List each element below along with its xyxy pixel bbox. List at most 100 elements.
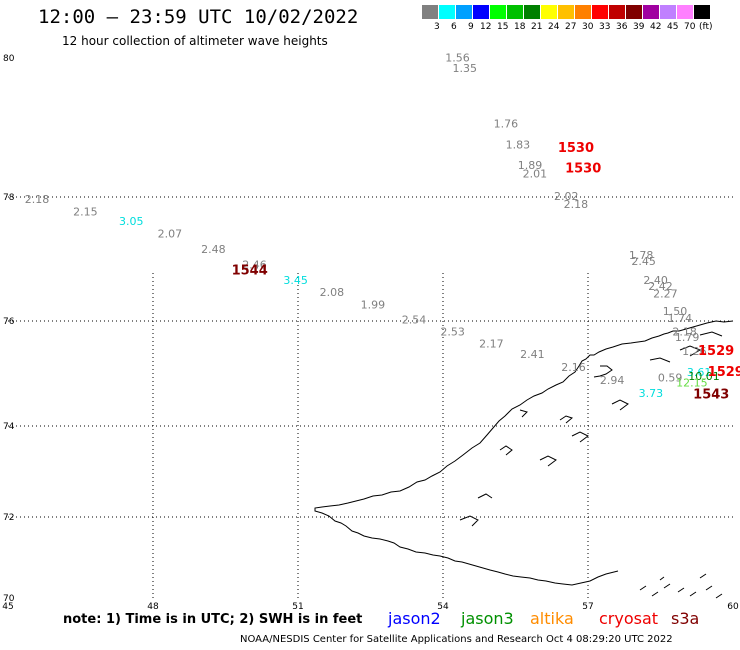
legend-swatch <box>507 5 524 19</box>
legend-label: 70 <box>684 22 696 32</box>
satellite-jason2: jason2 <box>388 609 441 628</box>
legend-label: 9 <box>468 22 474 32</box>
wave-height-value: 1.74 <box>668 312 693 325</box>
wave-height-value: 3.45 <box>283 274 308 287</box>
wave-height-value: 0.59 <box>658 371 683 384</box>
wave-height-value: 3.61 <box>687 366 712 379</box>
wave-height-value: 3.73 <box>639 387 664 400</box>
legend-label: 36 <box>616 22 628 32</box>
wave-height-value: 1.76 <box>494 118 519 131</box>
legend-swatch <box>575 5 592 19</box>
wave-height-value: 2.40 <box>643 274 668 287</box>
legend-label: 39 <box>633 22 645 32</box>
legend-unit: (ft) <box>699 22 713 32</box>
east-fragments <box>639 573 723 599</box>
wave-height-value: 1.89 <box>518 159 543 172</box>
wave-height-value: 2.18 <box>564 198 589 211</box>
lat-tick-label: 76 <box>3 317 15 327</box>
legend-label: 15 <box>497 22 509 32</box>
wave-height-value: 2.07 <box>158 227 183 240</box>
legend-label: 18 <box>514 22 526 32</box>
wave-height-value: 2.46 <box>242 258 267 271</box>
legend-swatch <box>643 5 660 19</box>
wave-height-value: 2.08 <box>320 286 345 299</box>
legend-swatch <box>422 5 439 19</box>
legend-label: 33 <box>599 22 611 32</box>
wave-height-value: 2.02 <box>554 190 579 203</box>
lon-tick-label: 51 <box>292 602 303 612</box>
wave-height-value: 2.15 <box>73 206 98 219</box>
satellite-jason3: jason3 <box>461 609 514 628</box>
wave-height-value: 12.15 <box>676 377 708 390</box>
legend-swatch <box>677 5 694 19</box>
lat-tick-label: 70 <box>3 594 15 604</box>
legend-label: 24 <box>548 22 560 32</box>
lat-tick-label: 80 <box>3 54 15 64</box>
graticule <box>8 196 733 598</box>
coastline <box>314 320 734 599</box>
wave-height-value: 2.41 <box>520 348 545 361</box>
wave-height-value: 3.05 <box>119 215 144 228</box>
map-title: 12:00 – 23:59 UTC 10/02/2022 <box>38 6 359 28</box>
legend-swatch <box>626 5 643 19</box>
wave-height-value: 1.35 <box>453 62 478 75</box>
legend-label: 12 <box>480 22 492 32</box>
wave-height-value: 2.18 <box>672 326 697 339</box>
legend-label: 27 <box>565 22 577 32</box>
wave-height-value: 2.42 <box>648 280 673 293</box>
satellite-altika: altika <box>530 609 574 628</box>
lat-tick-label: 74 <box>3 422 15 432</box>
legend-swatch <box>541 5 558 19</box>
legend-label: 42 <box>650 22 662 32</box>
map-subtitle: 12 hour collection of altimeter wave hei… <box>62 34 328 48</box>
color-legend <box>422 5 711 19</box>
legend-swatch <box>660 5 677 19</box>
wave-height-value: 1.26 <box>682 345 707 358</box>
footer-note: note: 1) Time is in UTC; 2) SWH is in fe… <box>63 612 363 627</box>
legend-label: 30 <box>582 22 594 32</box>
wave-height-value: 2.54 <box>402 314 427 327</box>
wave-height-value: 2.01 <box>523 168 548 181</box>
wave-height-value: 2.16 <box>561 361 586 374</box>
wave-height-value: 1.99 <box>361 299 386 312</box>
pass-time-labels: 1530 1530 1544 1529 1529 1543 <box>232 141 740 403</box>
wave-height-value: 1.78 <box>629 249 654 262</box>
wave-height-labels: 1.561.351.761.831.892.012.022.182.182.15… <box>25 51 720 400</box>
legend-swatch <box>524 5 541 19</box>
legend-label: 6 <box>451 22 457 32</box>
wave-height-value: 2.45 <box>631 255 656 268</box>
pass-time-label: 1529 <box>708 365 740 380</box>
legend-swatch <box>456 5 473 19</box>
lon-tick-label: 57 <box>582 602 593 612</box>
legend-swatch <box>439 5 456 19</box>
satellite-s3a: s3a <box>671 609 700 628</box>
wave-height-value: 2.18 <box>25 193 50 206</box>
wave-height-value: 2.94 <box>600 374 625 387</box>
lon-tick-label: 54 <box>437 602 449 612</box>
legend-swatch <box>473 5 490 19</box>
wave-height-value: 1.79 <box>675 331 700 344</box>
legend-label: 45 <box>667 22 679 32</box>
wave-height-value: 1.83 <box>506 138 531 151</box>
legend-swatch <box>592 5 609 19</box>
legend-swatch <box>694 5 711 19</box>
pass-time-label: 1530 <box>558 141 594 156</box>
satellite-cryosat: cryosat <box>599 609 659 628</box>
wave-height-value: 1.50 <box>663 305 688 318</box>
wave-height-value: 2.27 <box>653 287 678 300</box>
wave-height-value: 10.01 <box>688 370 720 383</box>
legend-swatch <box>558 5 575 19</box>
wave-height-value: 2.48 <box>201 243 226 256</box>
map-axes: 45 48 51 54 57 60 70 72 74 76 78 80 <box>2 54 739 612</box>
lon-tick-label: 45 <box>2 602 13 612</box>
pass-time-label: 1543 <box>693 388 729 403</box>
pass-time-label: 1544 <box>232 264 268 279</box>
wave-height-value: 1.56 <box>445 51 470 64</box>
legend-swatch <box>490 5 507 19</box>
north-coast-detail <box>459 331 723 527</box>
novaya-zemlya-coastline <box>314 320 734 586</box>
lon-tick-label: 60 <box>727 602 739 612</box>
lat-tick-label: 78 <box>3 193 15 203</box>
wave-height-value: 2.17 <box>479 337 504 350</box>
